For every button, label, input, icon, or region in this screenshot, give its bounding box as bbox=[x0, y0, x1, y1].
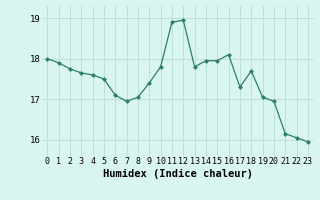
X-axis label: Humidex (Indice chaleur): Humidex (Indice chaleur) bbox=[103, 169, 252, 179]
